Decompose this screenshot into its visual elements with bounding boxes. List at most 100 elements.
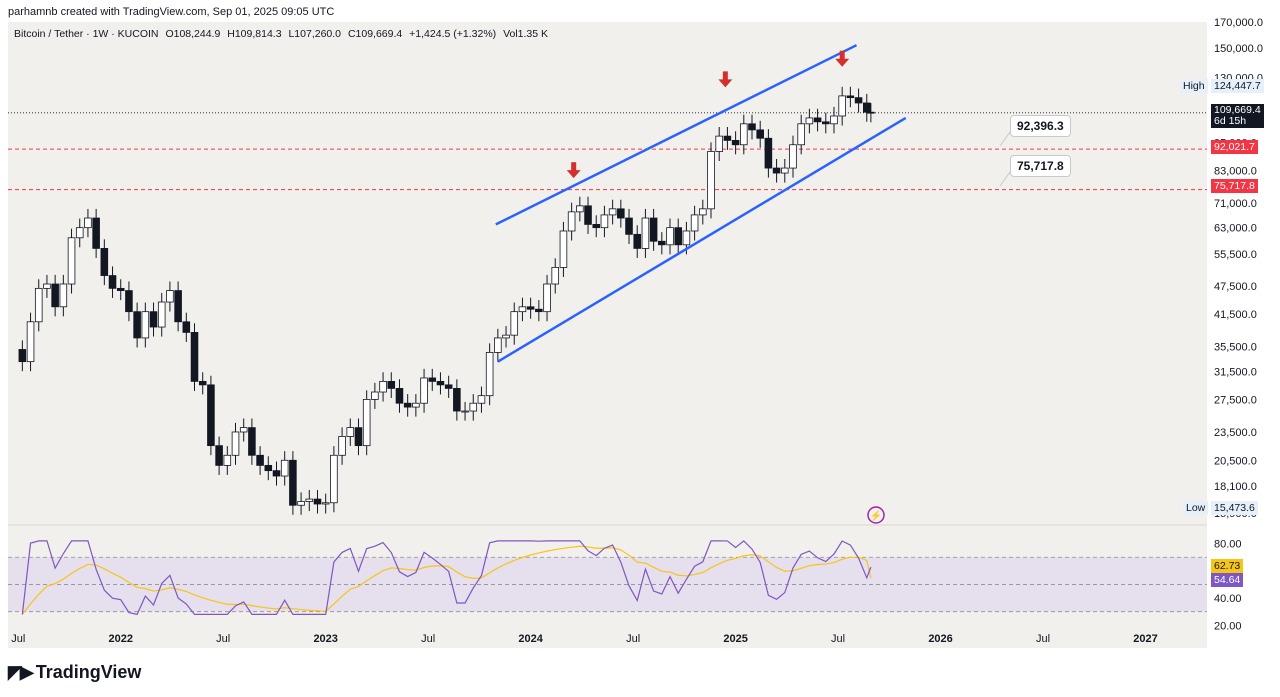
time-tick-label: 2024	[518, 633, 543, 645]
callout-92396[interactable]: 92,396.3	[1010, 115, 1071, 137]
candle-up	[330, 454, 338, 504]
sell-arrow-head	[718, 79, 733, 88]
candle-down	[731, 139, 740, 146]
candle-down	[453, 388, 461, 412]
candle-down	[584, 205, 592, 225]
candle-up	[559, 230, 568, 268]
candle-up	[518, 306, 527, 313]
candle-down	[395, 388, 404, 404]
candle-up	[600, 214, 609, 229]
candle-up	[502, 334, 510, 339]
candle-down	[354, 427, 363, 447]
candle-down	[92, 217, 100, 249]
time-tick-label: 2026	[928, 633, 952, 645]
ohlc-low: L107,260.0	[288, 28, 342, 40]
price-tick-label: 18,100.0	[1214, 481, 1257, 493]
price-tick-label: 31,500.0	[1214, 366, 1257, 378]
candle-up	[371, 391, 379, 400]
candle-down	[174, 290, 182, 323]
rsi-band	[8, 557, 1207, 612]
callout-75717[interactable]: 75,717.8	[1010, 155, 1071, 177]
candle-up	[551, 267, 560, 285]
rsi-line	[21, 540, 872, 616]
time-tick-label: Jul	[216, 633, 230, 645]
candle-up	[781, 167, 789, 174]
candle-up	[297, 501, 305, 506]
candle-down	[821, 121, 830, 125]
rsi-tick-label: 20.00	[1214, 620, 1242, 632]
candle-down	[748, 123, 756, 131]
candle-up	[699, 208, 707, 216]
candle-up	[420, 377, 428, 404]
candle-down	[264, 464, 273, 472]
time-tick-label: 2025	[723, 633, 747, 645]
candle-down	[436, 380, 445, 386]
candle-down	[854, 97, 863, 104]
candle-down	[133, 311, 141, 339]
price-tick-label: 47,500.0	[1214, 281, 1257, 293]
candle-up	[67, 237, 76, 285]
candle-up	[715, 135, 723, 152]
candle-down	[444, 384, 453, 389]
candle-up	[362, 399, 371, 447]
ohlc-change: +1,424.5 (+1.32%)	[409, 28, 497, 40]
candle-up	[239, 427, 248, 433]
candle-up	[84, 217, 92, 229]
candle-up	[34, 287, 43, 323]
candle-up	[707, 151, 715, 210]
last-price-value: 109,669.4	[1214, 104, 1261, 116]
candle-down	[723, 135, 732, 141]
candle-down	[149, 311, 158, 328]
candle-up	[485, 352, 494, 397]
candle-up	[231, 431, 240, 456]
brand-text: TradingView	[35, 662, 142, 682]
candle-up	[166, 290, 174, 303]
candle-down	[625, 217, 633, 235]
high-value: 124,447.7	[1211, 79, 1264, 93]
candle-up	[797, 123, 805, 146]
price-tick-label: 63,000.0	[1214, 223, 1257, 235]
last-price-tag: 109,669.4 6d 15h	[1211, 104, 1264, 128]
time-tick-label: Jul	[626, 633, 640, 645]
candle-up	[26, 321, 35, 363]
volume-label: Vol1.35 K	[503, 28, 549, 40]
sell-arrow-shaft	[839, 50, 845, 60]
candle-down	[846, 95, 855, 99]
candle-down	[428, 377, 437, 382]
candle-down	[272, 470, 281, 477]
candle-up	[494, 337, 502, 353]
tradingview-logo[interactable]: ◤▶ TradingView	[8, 662, 141, 683]
candle-down	[116, 287, 125, 291]
candle-down	[862, 102, 871, 113]
lightning-bolt-glyph: ⚡	[870, 509, 882, 522]
candle-up	[830, 115, 838, 125]
candle-up	[305, 498, 314, 502]
tv-logo-icon: ◤▶	[8, 662, 34, 682]
candle-down	[617, 208, 625, 219]
time-tick-label: Jul	[11, 633, 25, 645]
candle-down	[198, 380, 207, 386]
sell-arrow-shaft	[571, 162, 577, 172]
candle-down	[764, 137, 773, 169]
time-tick-label: Jul	[421, 633, 435, 645]
chart-area[interactable]	[8, 22, 1207, 648]
candle-down	[313, 498, 322, 505]
price-tick-label: 41,500.0	[1214, 309, 1257, 321]
candle-down	[526, 306, 535, 310]
ohlc-open: O108,244.9	[165, 28, 221, 40]
candle-up	[608, 208, 617, 216]
price-tick-label: 83,000.0	[1214, 166, 1257, 178]
top-caption: parhamnb created with TradingView.com, S…	[8, 6, 335, 18]
rsi-value-tag: 62.73	[1211, 559, 1244, 573]
sell-arrow-head	[835, 58, 850, 67]
low-value: 15,473.6	[1211, 501, 1258, 515]
symbol-name[interactable]: Bitcoin / Tether · 1W · KUCOIN	[14, 28, 159, 40]
channel-lower-line	[497, 116, 907, 363]
candle-up	[141, 311, 150, 339]
symbol-header: Bitcoin / Tether · 1W · KUCOIN O108,244.…	[14, 28, 552, 40]
price-tick-label: 170,000.0	[1214, 17, 1263, 29]
candle-up	[576, 205, 584, 213]
candle-down	[215, 445, 223, 466]
time-tick-label: Jul	[831, 633, 845, 645]
